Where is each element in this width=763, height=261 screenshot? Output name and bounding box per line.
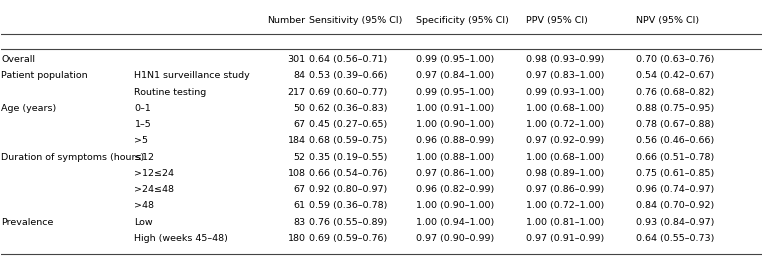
Text: 1.00 (0.88–1.00): 1.00 (0.88–1.00) [416, 153, 494, 162]
Text: 0.97 (0.90–0.99): 0.97 (0.90–0.99) [416, 234, 494, 243]
Text: 50: 50 [294, 104, 305, 113]
Text: NPV (95% CI): NPV (95% CI) [636, 16, 700, 25]
Text: 1.00 (0.81–1.00): 1.00 (0.81–1.00) [526, 218, 604, 227]
Text: 301: 301 [288, 55, 305, 64]
Text: 83: 83 [293, 218, 305, 227]
Text: Duration of symptoms (hours): Duration of symptoms (hours) [2, 153, 145, 162]
Text: 0.97 (0.92–0.99): 0.97 (0.92–0.99) [526, 136, 604, 145]
Text: 67: 67 [294, 185, 305, 194]
Text: Overall: Overall [2, 55, 35, 64]
Text: 1.00 (0.68–1.00): 1.00 (0.68–1.00) [526, 153, 604, 162]
Text: 0.96 (0.82–0.99): 0.96 (0.82–0.99) [416, 185, 494, 194]
Text: 0.97 (0.91–0.99): 0.97 (0.91–0.99) [526, 234, 604, 243]
Text: H1N1 surveillance study: H1N1 surveillance study [134, 71, 250, 80]
Text: 0.93 (0.84–0.97): 0.93 (0.84–0.97) [636, 218, 714, 227]
Text: 1.00 (0.72–1.00): 1.00 (0.72–1.00) [526, 120, 604, 129]
Text: 0.99 (0.95–1.00): 0.99 (0.95–1.00) [416, 87, 494, 97]
Text: 0.97 (0.83–1.00): 0.97 (0.83–1.00) [526, 71, 604, 80]
Text: 0–1: 0–1 [134, 104, 151, 113]
Text: 0.92 (0.80–0.97): 0.92 (0.80–0.97) [309, 185, 388, 194]
Text: 0.98 (0.89–1.00): 0.98 (0.89–1.00) [526, 169, 604, 178]
Text: 0.69 (0.59–0.76): 0.69 (0.59–0.76) [309, 234, 388, 243]
Text: 0.53 (0.39–0.66): 0.53 (0.39–0.66) [309, 71, 388, 80]
Text: 0.68 (0.59–0.75): 0.68 (0.59–0.75) [309, 136, 388, 145]
Text: Low: Low [134, 218, 153, 227]
Text: 0.97 (0.86–1.00): 0.97 (0.86–1.00) [416, 169, 494, 178]
Text: 0.99 (0.95–1.00): 0.99 (0.95–1.00) [416, 55, 494, 64]
Text: 0.70 (0.63–0.76): 0.70 (0.63–0.76) [636, 55, 714, 64]
Text: 108: 108 [288, 169, 305, 178]
Text: Sensitivity (95% CI): Sensitivity (95% CI) [309, 16, 403, 25]
Text: >24≤48: >24≤48 [134, 185, 175, 194]
Text: 0.98 (0.93–0.99): 0.98 (0.93–0.99) [526, 55, 604, 64]
Text: 0.66 (0.51–0.78): 0.66 (0.51–0.78) [636, 153, 714, 162]
Text: 0.69 (0.60–0.77): 0.69 (0.60–0.77) [309, 87, 388, 97]
Text: 0.99 (0.93–1.00): 0.99 (0.93–1.00) [526, 87, 604, 97]
Text: 0.54 (0.42–0.67): 0.54 (0.42–0.67) [636, 71, 714, 80]
Text: 1.00 (0.90–1.00): 1.00 (0.90–1.00) [416, 201, 494, 210]
Text: 180: 180 [288, 234, 305, 243]
Text: Age (years): Age (years) [2, 104, 56, 113]
Text: 0.64 (0.56–0.71): 0.64 (0.56–0.71) [309, 55, 388, 64]
Text: >12≤24: >12≤24 [134, 169, 175, 178]
Text: High (weeks 45–48): High (weeks 45–48) [134, 234, 228, 243]
Text: 0.88 (0.75–0.95): 0.88 (0.75–0.95) [636, 104, 714, 113]
Text: 1.00 (0.91–1.00): 1.00 (0.91–1.00) [416, 104, 494, 113]
Text: 0.59 (0.36–0.78): 0.59 (0.36–0.78) [309, 201, 388, 210]
Text: 0.84 (0.70–0.92): 0.84 (0.70–0.92) [636, 201, 714, 210]
Text: 1.00 (0.90–1.00): 1.00 (0.90–1.00) [416, 120, 494, 129]
Text: Number: Number [267, 16, 305, 25]
Text: 184: 184 [288, 136, 305, 145]
Text: 0.97 (0.84–1.00): 0.97 (0.84–1.00) [416, 71, 494, 80]
Text: 0.66 (0.54–0.76): 0.66 (0.54–0.76) [309, 169, 388, 178]
Text: PPV (95% CI): PPV (95% CI) [526, 16, 588, 25]
Text: >48: >48 [134, 201, 154, 210]
Text: Patient population: Patient population [2, 71, 88, 80]
Text: 0.35 (0.19–0.55): 0.35 (0.19–0.55) [309, 153, 388, 162]
Text: 217: 217 [288, 87, 305, 97]
Text: 0.78 (0.67–0.88): 0.78 (0.67–0.88) [636, 120, 714, 129]
Text: 61: 61 [294, 201, 305, 210]
Text: Routine testing: Routine testing [134, 87, 207, 97]
Text: 0.96 (0.74–0.97): 0.96 (0.74–0.97) [636, 185, 714, 194]
Text: 67: 67 [294, 120, 305, 129]
Text: 0.76 (0.55–0.89): 0.76 (0.55–0.89) [309, 218, 388, 227]
Text: 84: 84 [294, 71, 305, 80]
Text: >5: >5 [134, 136, 149, 145]
Text: 0.62 (0.36–0.83): 0.62 (0.36–0.83) [309, 104, 388, 113]
Text: 52: 52 [294, 153, 305, 162]
Text: 1–5: 1–5 [134, 120, 151, 129]
Text: 0.75 (0.61–0.85): 0.75 (0.61–0.85) [636, 169, 714, 178]
Text: 0.76 (0.68–0.82): 0.76 (0.68–0.82) [636, 87, 714, 97]
Text: Specificity (95% CI): Specificity (95% CI) [416, 16, 509, 25]
Text: 0.45 (0.27–0.65): 0.45 (0.27–0.65) [309, 120, 388, 129]
Text: 1.00 (0.94–1.00): 1.00 (0.94–1.00) [416, 218, 494, 227]
Text: 0.56 (0.46–0.66): 0.56 (0.46–0.66) [636, 136, 714, 145]
Text: 0.96 (0.88–0.99): 0.96 (0.88–0.99) [416, 136, 494, 145]
Text: 1.00 (0.72–1.00): 1.00 (0.72–1.00) [526, 201, 604, 210]
Text: 0.97 (0.86–0.99): 0.97 (0.86–0.99) [526, 185, 604, 194]
Text: 1.00 (0.68–1.00): 1.00 (0.68–1.00) [526, 104, 604, 113]
Text: Prevalence: Prevalence [2, 218, 53, 227]
Text: ≤12: ≤12 [134, 153, 154, 162]
Text: 0.64 (0.55–0.73): 0.64 (0.55–0.73) [636, 234, 714, 243]
